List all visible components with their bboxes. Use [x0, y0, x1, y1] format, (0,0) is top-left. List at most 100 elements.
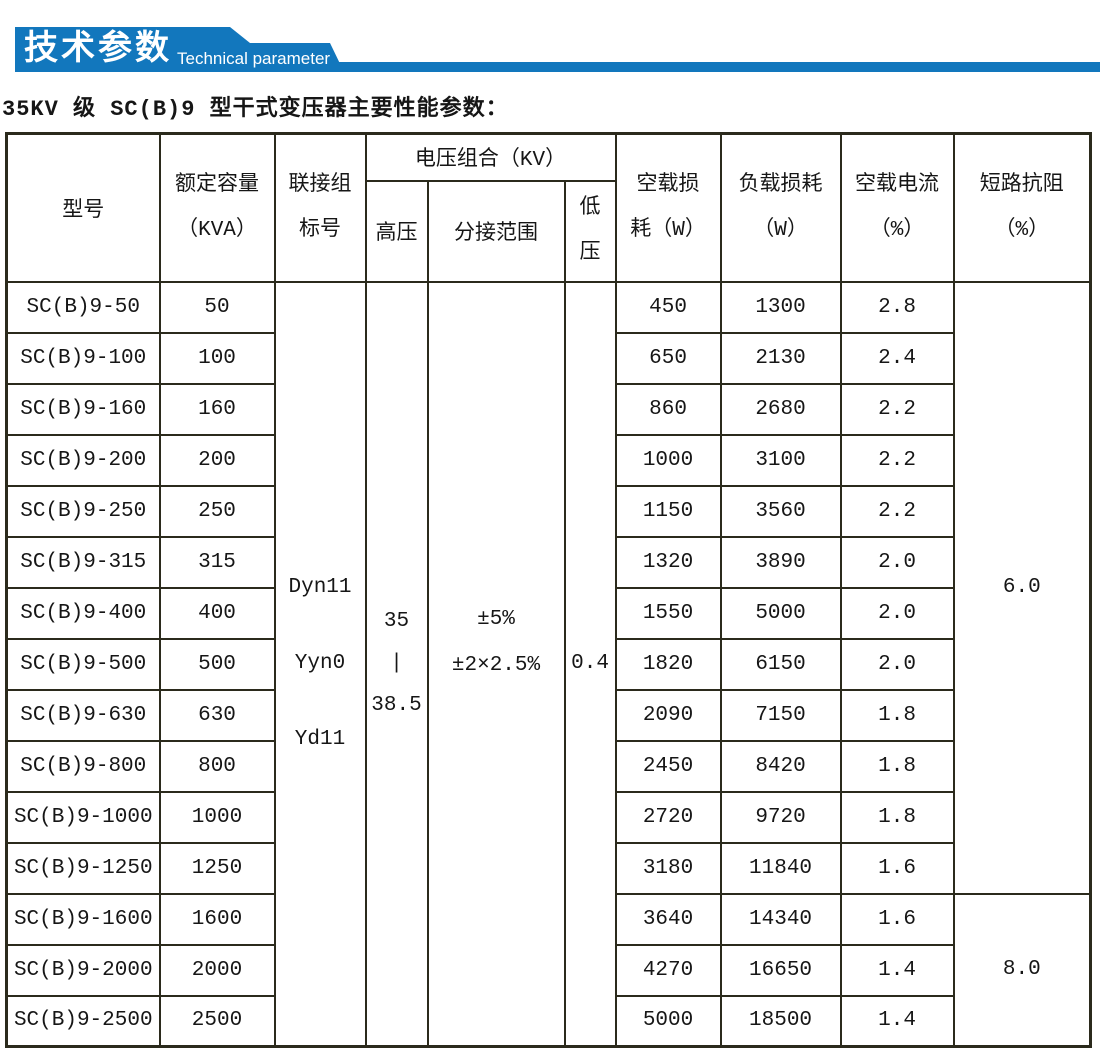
no-load-current-cell: 2.0 [839, 535, 955, 589]
table-row: SC(B)9-315 315 1320 3890 2.0 [5, 535, 1091, 589]
model-cell: SC(B)9-315 [5, 535, 161, 589]
no-load-loss-cell: 1550 [614, 586, 722, 640]
header-voltage-combination: 电压组合（KV） [364, 132, 617, 182]
no-load-current-cell: 2.2 [839, 433, 955, 487]
no-load-loss-cell: 450 [614, 280, 722, 334]
table-row: SC(B)9-200 200 1000 3100 2.2 [5, 433, 1091, 487]
no-load-current-cell: 2.4 [839, 331, 955, 385]
no-load-loss-cell: 2720 [614, 790, 722, 844]
header-model: 型号 [5, 132, 161, 283]
no-load-loss-cell: 5000 [614, 994, 722, 1048]
table-row: SC(B)9-2500 2500 5000 18500 1.4 [5, 994, 1091, 1048]
no-load-loss-cell: 2450 [614, 739, 722, 793]
no-load-loss-cell: 4270 [614, 943, 722, 997]
section-banner: 技术参数 Technical parameter [0, 0, 1100, 80]
no-load-current-cell: 1.8 [839, 739, 955, 793]
table-row: SC(B)9-400 400 1550 5000 2.0 [5, 586, 1091, 640]
capacity-cell: 1250 [158, 841, 276, 895]
header-row-1: 型号 额定容量 （KVA） 联接组 标号 电压组合（KV） 空载损 耗（W） 负… [5, 132, 1092, 283]
table-header: 型号 额定容量 （KVA） 联接组 标号 电压组合（KV） 空载损 耗（W） 负… [5, 132, 1092, 283]
table-row: SC(B)9-50 50 Dyn11 Yyn0 Yd11 35 | 38.5 ±5% ±… [5, 280, 1092, 1048]
no-load-loss-cell: 1000 [614, 433, 722, 487]
header-impedance: 短路抗阻 （%） [952, 132, 1092, 283]
load-loss-cell: 3100 [719, 433, 842, 487]
capacity-cell: 100 [158, 331, 276, 385]
header-no-load-loss: 空载损 耗（W） [614, 132, 722, 283]
vector-group-cell: Dyn11 Yyn0 Yd11 [273, 280, 367, 1048]
no-load-current-cell: 2.2 [839, 382, 955, 436]
capacity-cell: 200 [158, 433, 276, 487]
table-row: SC(B)9-800 800 2450 8420 1.8 [5, 739, 1091, 793]
load-loss-cell: 5000 [719, 586, 842, 640]
no-load-loss-cell: 1150 [614, 484, 722, 538]
banner-title-en: Technical parameter [177, 49, 331, 68]
no-load-current-cell: 1.4 [839, 994, 955, 1048]
header-lv: 低 压 [563, 179, 617, 283]
tap-range-text: ±5% ±2×2.5% [451, 607, 541, 677]
capacity-cell: 1600 [158, 892, 276, 946]
load-loss-cell: 14340 [719, 892, 842, 946]
tap-range-cell: ±5% ±2×2.5% [426, 280, 566, 1048]
load-loss-cell: 3560 [719, 484, 842, 538]
load-loss-cell: 3890 [719, 535, 842, 589]
load-loss-cell: 9720 [719, 790, 842, 844]
header-hv: 高压 [364, 179, 429, 283]
model-cell: SC(B)9-630 [5, 688, 161, 742]
header-tap-range: 分接范围 [426, 179, 566, 283]
load-loss-cell: 8420 [719, 739, 842, 793]
model-cell: SC(B)9-1000 [5, 790, 161, 844]
capacity-cell: 250 [158, 484, 276, 538]
no-load-loss-cell: 3640 [614, 892, 722, 946]
table-row: SC(B)9-500 500 1820 6150 2.0 [5, 637, 1091, 691]
table-row: SC(B)9-160 160 860 2680 2.2 [5, 382, 1091, 436]
load-loss-cell: 11840 [719, 841, 842, 895]
table-row: SC(B)9-2000 2000 4270 16650 1.4 [5, 943, 1091, 997]
model-cell: SC(B)9-400 [5, 586, 161, 640]
capacity-cell: 50 [158, 280, 276, 334]
model-cell: SC(B)9-1250 [5, 841, 161, 895]
load-loss-cell: 7150 [719, 688, 842, 742]
no-load-loss-cell: 2090 [614, 688, 722, 742]
no-load-current-cell: 2.8 [839, 280, 955, 334]
capacity-cell: 315 [158, 535, 276, 589]
header-capacity: 额定容量 （KVA） [158, 132, 276, 283]
no-load-current-cell: 1.6 [839, 892, 955, 946]
load-loss-cell: 6150 [719, 637, 842, 691]
table-caption: 35KV 级 SC(B)9 型干式变压器主要性能参数： [2, 97, 509, 122]
table-row: SC(B)9-100 100 650 2130 2.4 [5, 331, 1091, 385]
capacity-cell: 630 [158, 688, 276, 742]
banner-ribbon-shape [15, 27, 1100, 72]
no-load-loss-cell: 860 [614, 382, 722, 436]
capacity-cell: 1000 [158, 790, 276, 844]
no-load-loss-cell: 1320 [614, 535, 722, 589]
no-load-loss-cell: 1820 [614, 637, 722, 691]
model-cell: SC(B)9-2500 [5, 994, 161, 1048]
capacity-cell: 160 [158, 382, 276, 436]
model-cell: SC(B)9-50 [5, 280, 161, 334]
hv-cell: 35 | 38.5 [364, 280, 429, 1048]
no-load-current-cell: 1.6 [839, 841, 955, 895]
table-row: SC(B)9-630 630 2090 7150 1.8 [5, 688, 1091, 742]
model-cell: SC(B)9-250 [5, 484, 161, 538]
header-row-2: 高压 分接范围 低 压 [7, 179, 1091, 283]
table-row: SC(B)9-1600 1600 3640 14340 1.6 8.0 [5, 892, 1092, 1048]
model-cell: SC(B)9-1600 [5, 892, 161, 946]
load-loss-cell: 18500 [719, 994, 842, 1048]
model-cell: SC(B)9-100 [5, 331, 161, 385]
capacity-cell: 2000 [158, 943, 276, 997]
table-row: SC(B)9-1250 1250 3180 11840 1.6 [5, 841, 1091, 895]
model-cell: SC(B)9-500 [5, 637, 161, 691]
no-load-loss-cell: 650 [614, 331, 722, 385]
capacity-cell: 2500 [158, 994, 276, 1048]
table-row: SC(B)9-250 250 1150 3560 2.2 [5, 484, 1091, 538]
no-load-current-cell: 1.8 [839, 790, 955, 844]
banner-title-cn: 技术参数 [24, 29, 172, 67]
no-load-current-cell: 2.0 [839, 637, 955, 691]
model-cell: SC(B)9-160 [5, 382, 161, 436]
capacity-cell: 400 [158, 586, 276, 640]
table-body: SC(B)9-50 50 Dyn11 Yyn0 Yd11 35 | 38.5 ±5% ±… [5, 280, 1092, 1048]
impedance-cell: 6.0 [952, 280, 1092, 895]
load-loss-cell: 2130 [719, 331, 842, 385]
banner-ribbon-main [15, 27, 344, 72]
no-load-current-cell: 2.2 [839, 484, 955, 538]
